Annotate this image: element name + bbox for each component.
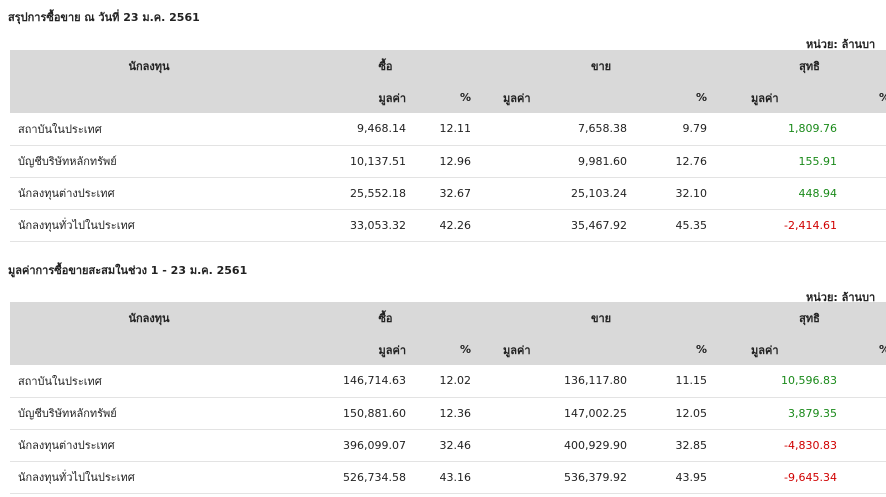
buy-column-header: ซื้อ	[288, 302, 484, 334]
buy-value: 146,714.63	[288, 365, 418, 398]
sell-value: 7,658.38	[483, 113, 640, 146]
sell-percent: 45.35	[639, 209, 720, 242]
buy-value-subheader: มูลค่า	[288, 82, 418, 113]
net-value-subheader: มูลค่า	[719, 334, 850, 365]
net-percent-subheader: %	[849, 82, 886, 113]
table-row: สถาบันในประเทศ 9,468.14 12.11 7,658.38 9…	[10, 113, 886, 146]
daily-summary-title: สรุปการซื้อขาย ณ วันที่ 23 ม.ค. 2561	[8, 11, 200, 24]
investor-name: นักลงทุนต่างประเทศ	[10, 429, 288, 462]
buy-percent: 42.26	[418, 209, 484, 242]
daily-unit-label: หน่วย: ล้านบา	[806, 38, 876, 51]
table-row: สถาบันในประเทศ 146,714.63 12.02 136,117.…	[10, 365, 886, 398]
table-row: บัญชีบริษัทหลักทรัพย์ 150,881.60 12.36 1…	[10, 397, 886, 430]
buy-percent: 12.11	[418, 113, 484, 146]
sell-percent-subheader: %	[639, 334, 720, 365]
sell-value-subheader: มูลค่า	[483, 334, 640, 365]
investor-name: นักลงทุนต่างประเทศ	[10, 177, 288, 210]
investor-name: นักลงทุนทั่วไปในประเทศ	[10, 461, 288, 494]
table-row: นักลงทุนต่างประเทศ 396,099.07 32.46 400,…	[10, 429, 886, 462]
net-value: 155.91	[719, 145, 850, 178]
table-row: นักลงทุนทั่วไปในประเทศ 526,734.58 43.16 …	[10, 461, 886, 494]
buy-value: 10,137.51	[288, 145, 418, 178]
net-percent	[849, 429, 886, 462]
buy-percent: 12.36	[418, 397, 484, 430]
buy-percent-subheader: %	[418, 82, 484, 113]
net-value: 10,596.83	[719, 365, 850, 398]
buy-value: 150,881.60	[288, 397, 418, 430]
investor-name: บัญชีบริษัทหลักทรัพย์	[10, 397, 288, 430]
table-row: บัญชีบริษัทหลักทรัพย์ 10,137.51 12.96 9,…	[10, 145, 886, 178]
investor-column-header: นักลงทุน	[10, 302, 288, 334]
net-value: 448.94	[719, 177, 850, 210]
sell-column-header: ขาย	[483, 302, 720, 334]
daily-summary-table: นักลงทุน ซื้อ ขาย สุทธิ มูลค่า % มูลค่า …	[10, 50, 886, 242]
sell-value: 136,117.80	[483, 365, 640, 398]
sell-percent: 12.76	[639, 145, 720, 178]
net-percent	[849, 177, 886, 210]
sell-percent: 32.85	[639, 429, 720, 462]
sell-percent: 43.95	[639, 461, 720, 494]
net-percent	[849, 145, 886, 178]
net-percent	[849, 365, 886, 398]
net-value: 1,809.76	[719, 113, 850, 146]
sell-value: 536,379.92	[483, 461, 640, 494]
cumulative-summary-table: นักลงทุน ซื้อ ขาย สุทธิ มูลค่า % มูลค่า …	[10, 302, 886, 494]
net-value-subheader: มูลค่า	[719, 82, 850, 113]
buy-value: 526,734.58	[288, 461, 418, 494]
buy-percent-subheader: %	[418, 334, 484, 365]
investor-name: สถาบันในประเทศ	[10, 113, 288, 146]
net-percent	[849, 461, 886, 494]
sell-percent: 11.15	[639, 365, 720, 398]
sell-value-subheader: มูลค่า	[483, 82, 640, 113]
buy-column-header: ซื้อ	[288, 50, 484, 82]
net-percent	[849, 113, 886, 146]
cumulative-unit-label: หน่วย: ล้านบา	[806, 291, 876, 304]
sell-column-header: ขาย	[483, 50, 720, 82]
sell-value: 25,103.24	[483, 177, 640, 210]
buy-value-subheader: มูลค่า	[288, 334, 418, 365]
net-column-header: สุทธิ	[719, 302, 886, 334]
net-column-header: สุทธิ	[719, 50, 886, 82]
net-value: -9,645.34	[719, 461, 850, 494]
buy-percent: 32.67	[418, 177, 484, 210]
investor-subheader-empty	[10, 334, 288, 365]
investor-name: บัญชีบริษัทหลักทรัพย์	[10, 145, 288, 178]
sell-percent-subheader: %	[639, 82, 720, 113]
cumulative-summary-title: มูลค่าการซื้อขายสะสมในช่วง 1 - 23 ม.ค. 2…	[8, 264, 248, 277]
sell-value: 147,002.25	[483, 397, 640, 430]
buy-percent: 43.16	[418, 461, 484, 494]
buy-percent: 12.96	[418, 145, 484, 178]
net-percent-subheader: %	[849, 334, 886, 365]
buy-percent: 32.46	[418, 429, 484, 462]
investor-subheader-empty	[10, 82, 288, 113]
sell-percent: 32.10	[639, 177, 720, 210]
buy-value: 25,552.18	[288, 177, 418, 210]
net-value: -4,830.83	[719, 429, 850, 462]
sell-percent: 9.79	[639, 113, 720, 146]
net-value: 3,879.35	[719, 397, 850, 430]
net-percent	[849, 209, 886, 242]
buy-value: 9,468.14	[288, 113, 418, 146]
investor-name: นักลงทุนทั่วไปในประเทศ	[10, 209, 288, 242]
sell-value: 400,929.90	[483, 429, 640, 462]
table-row: นักลงทุนต่างประเทศ 25,552.18 32.67 25,10…	[10, 177, 886, 210]
buy-value: 396,099.07	[288, 429, 418, 462]
buy-value: 33,053.32	[288, 209, 418, 242]
buy-percent: 12.02	[418, 365, 484, 398]
net-percent	[849, 397, 886, 430]
sell-value: 35,467.92	[483, 209, 640, 242]
sell-percent: 12.05	[639, 397, 720, 430]
investor-column-header: นักลงทุน	[10, 50, 288, 82]
investor-name: สถาบันในประเทศ	[10, 365, 288, 398]
net-value: -2,414.61	[719, 209, 850, 242]
sell-value: 9,981.60	[483, 145, 640, 178]
table-row: นักลงทุนทั่วไปในประเทศ 33,053.32 42.26 3…	[10, 209, 886, 242]
